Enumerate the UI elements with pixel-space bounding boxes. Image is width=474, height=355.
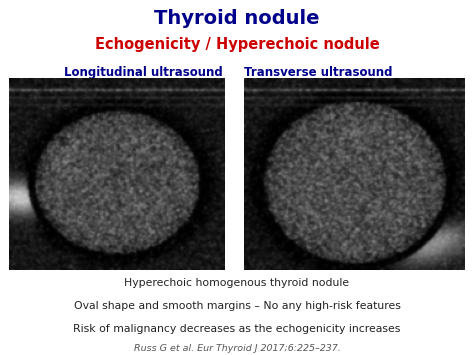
Text: Thyroid nodule: Thyroid nodule bbox=[154, 9, 320, 28]
Text: Oval shape and smooth margins – No any high-risk features: Oval shape and smooth margins – No any h… bbox=[73, 301, 401, 311]
Text: Transverse ultrasound: Transverse ultrasound bbox=[244, 66, 392, 79]
Text: Longitudinal ultrasound: Longitudinal ultrasound bbox=[64, 66, 223, 79]
Text: Echogenicity / Hyperechoic nodule: Echogenicity / Hyperechoic nodule bbox=[95, 37, 379, 52]
Text: Russ G et al. Eur Thyroid J 2017;6:225–237.: Russ G et al. Eur Thyroid J 2017;6:225–2… bbox=[134, 344, 340, 353]
Text: Hyperechoic homogenous thyroid nodule: Hyperechoic homogenous thyroid nodule bbox=[125, 278, 349, 288]
Text: Risk of malignancy decreases as the echogenicity increases: Risk of malignancy decreases as the echo… bbox=[73, 324, 401, 334]
